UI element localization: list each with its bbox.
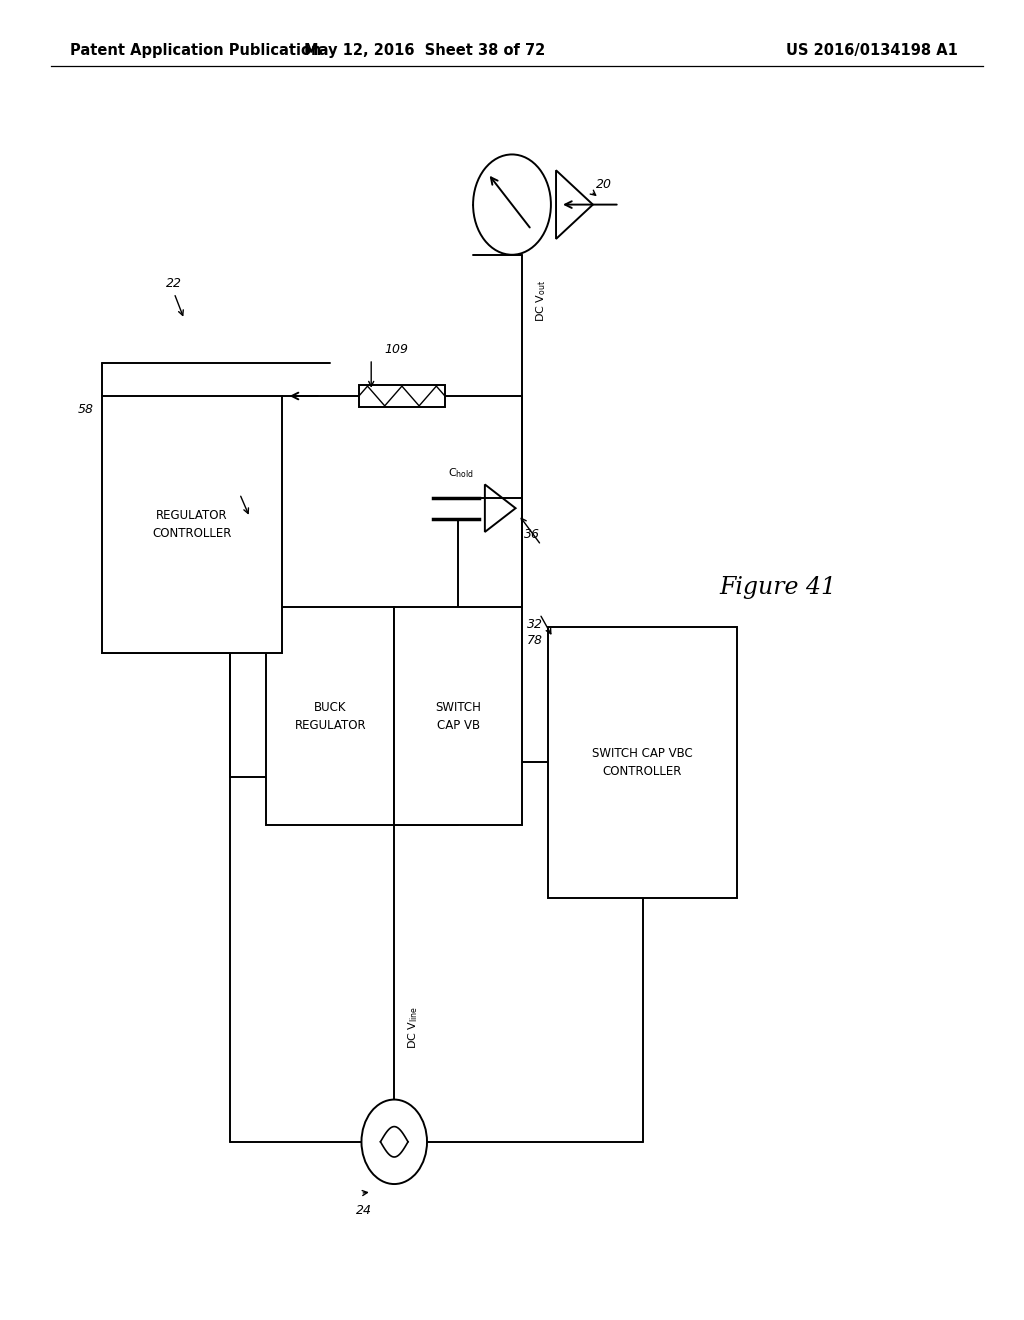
Text: US 2016/0134198 A1: US 2016/0134198 A1 (785, 42, 957, 58)
Text: DC V$_{\rm out}$: DC V$_{\rm out}$ (535, 280, 548, 322)
Text: 20: 20 (596, 178, 612, 191)
Circle shape (473, 154, 551, 255)
Text: SWITCH CAP VBC
CONTROLLER: SWITCH CAP VBC CONTROLLER (592, 747, 693, 777)
Bar (359, 385, 445, 407)
Text: REGULATOR
CONTROLLER: REGULATOR CONTROLLER (153, 510, 231, 540)
Bar (102, 396, 282, 653)
Text: 24: 24 (355, 1204, 372, 1217)
Bar (548, 627, 737, 898)
Text: SWITCH
CAP VB: SWITCH CAP VB (435, 701, 481, 731)
Text: 36: 36 (524, 528, 540, 541)
Text: Figure 41: Figure 41 (720, 576, 837, 599)
Circle shape (361, 1100, 427, 1184)
Text: 78: 78 (526, 634, 543, 647)
Text: 26: 26 (228, 478, 245, 491)
Text: 32: 32 (527, 618, 544, 631)
Text: C$_{\rm hold}$: C$_{\rm hold}$ (447, 467, 474, 480)
Text: 22: 22 (166, 277, 182, 290)
Text: 58: 58 (78, 403, 94, 416)
Text: May 12, 2016  Sheet 38 of 72: May 12, 2016 Sheet 38 of 72 (304, 42, 546, 58)
Text: DC V$_{\rm line}$: DC V$_{\rm line}$ (407, 1006, 420, 1048)
Bar (394, 607, 522, 825)
Text: Patent Application Publication: Patent Application Publication (70, 42, 322, 58)
Text: BUCK
REGULATOR: BUCK REGULATOR (295, 701, 366, 731)
Text: 109: 109 (385, 343, 409, 356)
Bar (266, 607, 394, 825)
Text: 34: 34 (245, 618, 261, 631)
